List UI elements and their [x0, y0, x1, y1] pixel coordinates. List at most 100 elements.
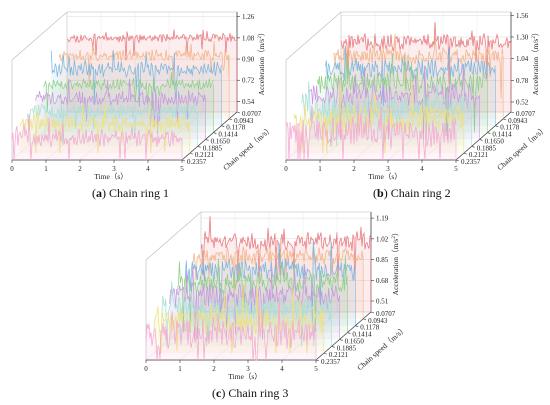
series-line-0.165	[35, 78, 206, 135]
series-line-0.0943	[58, 41, 230, 85]
y-tick-mark	[355, 325, 359, 327]
y-tick-label: 0.1650	[485, 137, 505, 145]
y-tick-mark	[347, 332, 351, 334]
y-tick-label: 0.1650	[211, 137, 231, 145]
series-fill-0.1885	[301, 81, 472, 147]
y-tick-mark	[471, 146, 475, 148]
y-tick-label: 0.1885	[337, 344, 357, 352]
series-line-0.2357	[11, 114, 183, 161]
y-tick-label: 0.0707	[242, 110, 262, 118]
z-axis-label: Acceleration（m/s2）	[391, 229, 400, 296]
y-tick-mark	[181, 159, 186, 162]
series-fill-0.2357	[146, 292, 316, 360]
y-tick-label: 0.2121	[195, 151, 215, 159]
series-line-0.2121	[153, 283, 325, 354]
series-line-0.1885	[301, 81, 472, 147]
series-fill-0.0707	[67, 29, 237, 112]
y-tick-label: 0.2357	[461, 158, 481, 166]
y-tick-mark	[236, 111, 241, 114]
series-line-0.2357	[285, 96, 457, 161]
series-line-0.165	[169, 265, 340, 340]
z-tick-label: 0.90	[242, 56, 255, 64]
x-tick-label: 5	[454, 165, 458, 173]
y-tick-mark	[213, 132, 217, 134]
x-tick-label: 2	[212, 365, 216, 373]
y-tick-label: 0.1178	[500, 124, 519, 132]
z-tick-label: 1.02	[376, 235, 389, 243]
z-tick-label: 0.78	[516, 77, 529, 85]
y-tick-mark	[495, 125, 499, 127]
y-tick-mark	[503, 118, 507, 121]
y-tick-mark	[510, 111, 515, 114]
caption-chain-ring-3: (c) Chain ring 3	[212, 386, 288, 400]
left-wall-top-edge	[11, 11, 68, 61]
x-tick-label: 1	[178, 365, 182, 373]
y-tick-mark	[339, 339, 343, 341]
z-axis-label: Acceleration（m/s2）	[531, 29, 540, 96]
y-axis-line	[315, 311, 372, 361]
caption-chain-ring-2: (b) Chain ring 2	[373, 186, 451, 200]
x-tick-label: 4	[420, 165, 424, 173]
y-tick-label: 0.2121	[329, 351, 349, 359]
z-tick-label: 0.51	[376, 298, 389, 306]
series-line-0.0707	[200, 216, 372, 283]
left-wall-top-edge	[145, 211, 202, 261]
z-tick-label: 0.52	[516, 99, 529, 107]
y-tick-mark	[479, 139, 483, 141]
series-fill-0.1885	[27, 103, 198, 147]
panel-chain-ring-1: 0 1 2 3 4 5Time（s）0.07070.09430.11780.14140.1…	[10, 11, 274, 181]
z-tick-label: 0.72	[242, 77, 255, 85]
series-line-0.0707	[66, 29, 238, 61]
x-axis-label: Time（s）	[228, 372, 261, 381]
series-line-0.0943	[192, 246, 364, 297]
x-tick-label: 5	[314, 365, 318, 373]
y-tick-mark	[221, 125, 225, 127]
x-tick-label: 3	[246, 365, 250, 373]
y-tick-mark	[323, 352, 327, 355]
series-line-0.1414	[177, 255, 348, 333]
y-axis-line	[455, 111, 512, 161]
x-tick-label: 0	[10, 165, 14, 173]
y-tick-mark	[205, 139, 209, 141]
y-tick-label: 0.1414	[492, 131, 512, 139]
panel-chain-ring-2: 0 1 2 3 4 5Time（s）0.07070.09430.11780.14140.1…	[284, 11, 548, 181]
y-tick-mark	[363, 318, 367, 321]
z-tick-label: 1.26	[242, 13, 255, 21]
z-axis-label: Acceleration（m/s2）	[257, 29, 266, 96]
series-line-0.0707	[340, 21, 512, 84]
y-tick-mark	[197, 146, 201, 148]
y-tick-label: 0.1178	[360, 324, 379, 332]
floor-gridline	[421, 111, 478, 161]
y-tick-mark	[189, 152, 193, 155]
z-tick-label: 1.19	[376, 215, 389, 223]
y-tick-mark	[315, 359, 320, 362]
y-tick-label: 0.1414	[218, 131, 238, 139]
y-tick-label: 0.1178	[226, 124, 245, 132]
x-axis-label: Time（s）	[94, 172, 127, 181]
x-tick-label: 0	[144, 365, 148, 373]
floor-gridline	[147, 111, 204, 161]
z-tick-label: 0.68	[376, 277, 389, 285]
series-line-0.2357	[145, 292, 317, 361]
z-tick-label: 0.85	[376, 256, 389, 264]
y-tick-mark	[229, 118, 233, 121]
y-tick-label: 0.0943	[508, 117, 528, 125]
y-tick-label: 0.1885	[477, 144, 497, 152]
x-axis-label: Time（s）	[368, 172, 401, 181]
x-tick-label: 1	[44, 165, 48, 173]
y-tick-mark	[455, 159, 460, 162]
floor-gridline	[387, 111, 444, 161]
y-tick-label: 0.2121	[469, 151, 489, 159]
series-fill-0.1414	[177, 255, 348, 333]
y-axis-line	[181, 111, 238, 161]
z-tick-label: 1.30	[516, 34, 529, 42]
series-line-0.1885	[27, 101, 199, 145]
y-tick-label: 0.2357	[187, 158, 207, 166]
left-wall-top-edge	[285, 11, 342, 61]
x-tick-label: 5	[180, 165, 184, 173]
series-line-0.1414	[317, 53, 488, 133]
z-tick-label: 0.54	[242, 98, 255, 106]
y-tick-label: 0.0943	[368, 317, 388, 325]
z-tick-label: 1.04	[516, 55, 529, 63]
